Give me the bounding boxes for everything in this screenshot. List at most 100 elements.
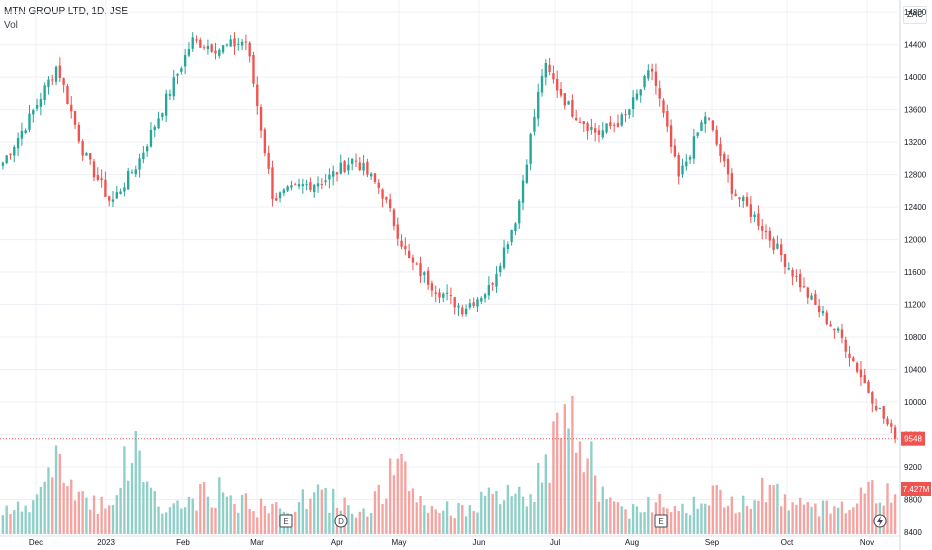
volume-bar [825,500,828,534]
volume-bar [438,513,441,534]
price-tick-label: 8400 [904,528,922,537]
volume-bar [863,493,866,534]
volume-bar [415,502,418,534]
candle-body [210,44,213,52]
candle-body [476,299,479,307]
volume-bar [43,481,46,534]
volume-bar [761,477,764,534]
volume-bar [685,513,688,534]
volume-bar [96,514,99,534]
volume-bar [442,510,445,534]
candle-body [130,172,134,174]
volume-legend[interactable]: Vol [4,20,18,31]
volume-bar [358,511,361,534]
candle-body [700,122,703,131]
candle-body [502,247,506,268]
volume-bar [237,512,240,534]
candle-body [859,369,863,378]
candle-body [16,138,20,149]
volume-bar [650,512,654,534]
candle-body [199,39,202,48]
volume-bar [77,491,81,534]
volume-bar [540,482,544,534]
volume-bar [377,484,380,534]
dividend-marker-apr[interactable] [334,514,348,528]
candle-body [817,305,821,313]
volume-bar [840,501,844,534]
volume-bar [434,509,437,534]
price-tick-label: 14400 [904,41,927,50]
volume-bar [332,488,335,534]
candle-body [335,172,339,175]
volume-bar [859,487,863,534]
candle-body [313,184,316,193]
volume-bar [537,462,540,534]
volume-bar [624,509,627,534]
candle-body [161,113,164,117]
price-tick-label: 14800 [904,8,927,17]
candle-body [795,275,798,277]
candle-body [647,70,650,79]
volume-bar [271,503,274,534]
volume-bar [5,505,8,534]
earnings-marker-mar[interactable] [279,514,293,528]
volume-bar [457,503,460,534]
volume-badge-label: 7.427M [903,485,930,494]
candle-body [149,129,153,147]
volume-bar [734,513,737,534]
volume-bar [263,505,267,534]
volume-bar [704,503,707,534]
volume-bar [844,513,847,534]
candle-body [540,76,544,93]
volume-bar [814,503,817,534]
volume-bar [806,502,809,534]
candle-body [187,49,191,56]
candle-body [749,204,753,217]
volume-bar [487,487,491,534]
candle-body [537,91,540,119]
candle-body [305,184,308,186]
candle-body [654,71,658,86]
volume-bar [130,463,134,534]
candle-body [707,118,711,120]
candle-body [612,124,616,126]
candle-body [848,353,851,359]
symbol-legend[interactable]: MTN GROUP LTD, 1D, JSE [4,6,129,17]
candle-body [582,121,585,125]
price-tick-label: 13200 [904,138,927,147]
volume-bar [525,506,529,534]
dividend-marker-apr-label: D [338,517,344,526]
candle-body [28,113,31,130]
candle-body [601,130,604,138]
volume-bar [51,477,54,534]
candle-body [544,62,547,78]
candle-body [867,381,870,393]
volume-bar [799,497,802,534]
volume-bar [768,484,771,534]
volume-bar [787,510,790,534]
volume-bar [745,505,749,534]
volume-bar [385,498,388,534]
volume-bar [643,512,646,534]
volume-bar [316,484,320,534]
candle-body [533,116,536,132]
candle-body [464,308,468,315]
volume-bar [669,512,673,534]
price-tick-label: 10400 [904,366,927,375]
candle-body [472,302,475,306]
volume-bar [411,488,415,534]
candle-body [753,214,756,218]
candle-body [282,189,286,194]
candle-body [354,160,358,162]
currency-button[interactable]: ZAC [903,6,927,24]
candle-body [388,199,392,209]
earnings-marker-aug[interactable] [654,514,668,528]
candle-body [62,78,65,85]
candle-body [571,99,574,117]
volume-bar [81,491,84,534]
candle-body [890,423,893,427]
volume-bar [305,509,308,534]
volume-bar [688,515,692,534]
candle-body [650,68,654,72]
